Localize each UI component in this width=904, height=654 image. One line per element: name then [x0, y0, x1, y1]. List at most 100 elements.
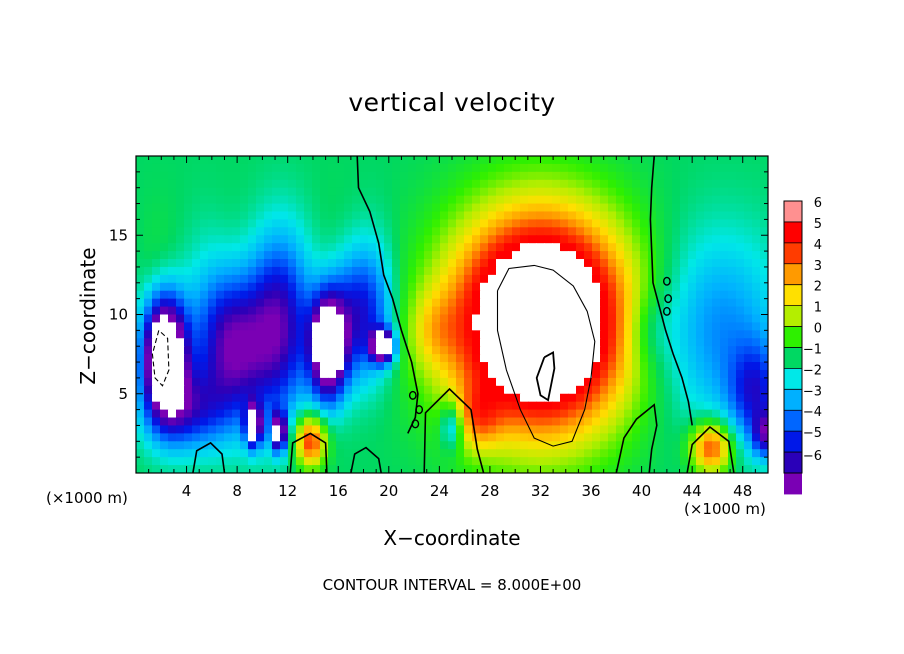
heat-cell: [720, 314, 729, 324]
heat-cell: [352, 401, 361, 411]
heat-cell: [560, 385, 569, 395]
heat-cell: [664, 203, 673, 213]
heat-cell: [744, 156, 753, 165]
heat-cell: [752, 243, 761, 252]
heat-cell: [336, 306, 345, 316]
heat-cell: [312, 282, 321, 292]
heat-cell: [592, 282, 601, 292]
heat-cell: [456, 369, 465, 379]
heat-cell: [632, 377, 641, 387]
heat-cell: [136, 290, 145, 300]
heat-cell: [176, 377, 185, 387]
heat-cell: [696, 346, 705, 355]
heat-cell: [664, 346, 673, 355]
heat-cell: [408, 433, 417, 442]
heat-cell: [640, 195, 649, 205]
heat-cell: [576, 433, 585, 442]
heat-cell: [360, 259, 369, 268]
heat-cell: [656, 163, 665, 173]
heat-cell: [728, 163, 737, 173]
heat-cell: [600, 369, 609, 379]
heat-cell: [640, 441, 649, 450]
heat-cell: [272, 266, 281, 276]
heat-cell: [360, 369, 369, 379]
heat-cell: [656, 362, 665, 371]
heat-cell: [344, 306, 353, 316]
heat-cell: [240, 259, 249, 268]
heat-cell: [736, 330, 745, 339]
heat-cell: [360, 282, 369, 292]
heat-cell: [696, 211, 705, 220]
heat-cell: [608, 306, 617, 316]
heat-cell: [376, 259, 385, 268]
heat-cell: [408, 465, 417, 473]
heat-cell: [168, 251, 177, 260]
heat-cell: [248, 369, 257, 379]
heat-cell: [536, 179, 545, 189]
heat-cell: [544, 227, 553, 236]
heat-cell: [224, 298, 233, 308]
heat-cell: [616, 235, 625, 244]
heat-cell: [480, 377, 489, 387]
heat-cell: [624, 369, 633, 379]
heat-cell: [568, 354, 577, 363]
heat-cell: [304, 425, 313, 434]
heat-cell: [672, 243, 681, 252]
heat-cell: [624, 441, 633, 450]
heat-cell: [376, 457, 385, 466]
heat-cell: [408, 227, 417, 236]
heat-cell: [616, 298, 625, 308]
heat-cell: [608, 449, 617, 458]
heat-cell: [632, 457, 641, 466]
heat-cell: [528, 314, 537, 324]
heat-cell: [704, 425, 713, 434]
heat-cell: [264, 211, 273, 220]
heat-cell: [632, 338, 641, 347]
heat-cell: [608, 266, 617, 276]
heat-cell: [320, 425, 329, 434]
heat-cell: [136, 282, 145, 292]
heat-cell: [232, 449, 241, 458]
heat-cell: [576, 369, 585, 379]
heat-cell: [240, 338, 249, 347]
heat-cell: [424, 274, 433, 284]
heat-cell: [712, 179, 721, 189]
heat-cell: [664, 259, 673, 268]
heat-cell: [576, 243, 585, 252]
heat-cell: [656, 179, 665, 189]
heat-cell: [528, 306, 537, 316]
heat-cell: [688, 179, 697, 189]
heat-cell: [376, 322, 385, 331]
heat-cell: [384, 425, 393, 434]
heat-cell: [544, 346, 553, 355]
heat-cell: [152, 163, 161, 173]
heat-cell: [400, 179, 409, 189]
heat-cell: [160, 187, 169, 197]
heat-cell: [280, 266, 289, 276]
heat-cell: [720, 385, 729, 395]
heat-cell: [272, 203, 281, 213]
heat-cell: [280, 203, 289, 213]
heat-cell: [624, 266, 633, 276]
heat-cell: [144, 203, 153, 213]
heat-cell: [312, 322, 321, 331]
heat-cell: [432, 377, 441, 387]
heat-cell: [304, 179, 313, 189]
heat-cell: [240, 227, 249, 236]
heat-cell: [360, 203, 369, 213]
heat-cell: [536, 314, 545, 324]
heat-cell: [352, 163, 361, 173]
heat-cell: [432, 425, 441, 434]
heat-cell: [416, 465, 425, 473]
heat-cell: [136, 385, 145, 395]
heat-cell: [408, 385, 417, 395]
heat-cell: [456, 211, 465, 220]
zero-contour-loop: [662, 306, 671, 316]
heat-cell: [472, 306, 481, 316]
heat-cell: [248, 171, 257, 181]
heat-cell: [720, 243, 729, 252]
heat-cell: [368, 259, 377, 268]
heat-cell: [688, 266, 697, 276]
heat-cell: [664, 251, 673, 260]
heat-cell: [480, 211, 489, 220]
